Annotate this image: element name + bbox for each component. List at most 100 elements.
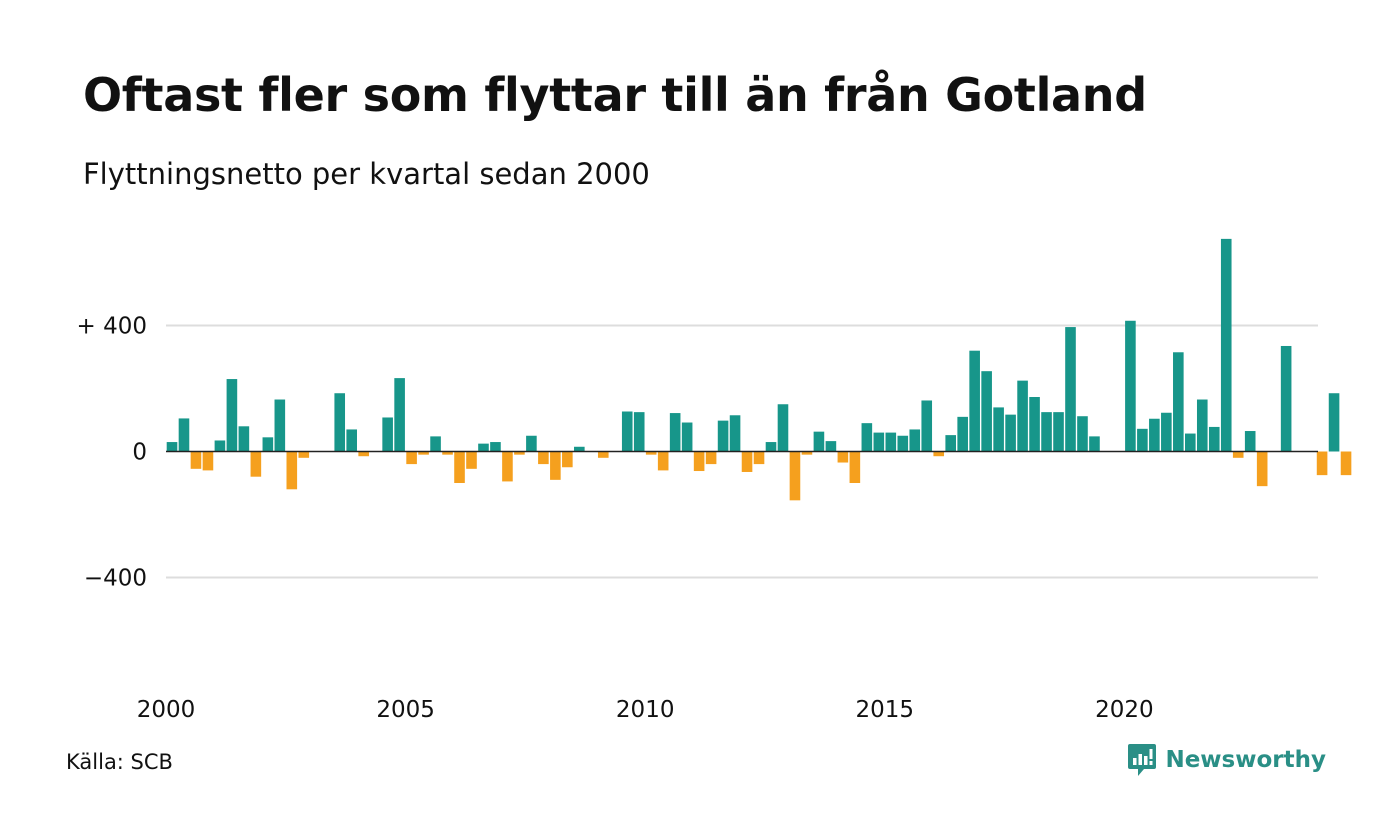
bar-46 (717, 420, 729, 452)
bar-85 (1185, 433, 1196, 452)
bar-1 (178, 418, 190, 452)
x-tick-label-4: 2020 (1095, 697, 1154, 723)
x-tick-label-3: 2015 (856, 697, 915, 723)
x-tick-label-2: 2010 (616, 697, 675, 723)
bar-52 (789, 451, 801, 501)
bar-89 (1232, 451, 1244, 458)
bar-chart: + 400 0 −400 2000 2005 2010 2015 2020 (77, 238, 1352, 723)
bar-43 (681, 422, 693, 452)
x-tick-label-0: 2000 (137, 697, 196, 723)
bar-48 (741, 451, 753, 472)
source-note: Källa: SCB (66, 750, 173, 774)
bar-64 (933, 451, 945, 457)
bar-83 (1161, 412, 1172, 452)
bar-96 (1316, 451, 1328, 476)
bar-10 (286, 451, 298, 490)
bar-53 (801, 451, 813, 455)
bar-38 (621, 411, 633, 452)
bar-75 (1065, 327, 1076, 452)
bar-91 (1256, 451, 1268, 487)
bar-29 (514, 451, 525, 455)
bar-9 (274, 399, 286, 452)
bar-70 (1005, 414, 1016, 452)
newsworthy-logo-icon (1128, 744, 1157, 776)
bar-90 (1244, 431, 1256, 452)
bar-97 (1328, 393, 1340, 452)
bar-58 (861, 423, 873, 452)
bar-82 (1149, 418, 1160, 452)
bar-32 (550, 451, 561, 480)
bar-50 (765, 442, 777, 452)
bar-18 (382, 417, 393, 452)
bar-42 (669, 413, 681, 452)
x-tick-label-1: 2005 (376, 697, 435, 723)
bar-2 (190, 451, 202, 469)
bar-8 (262, 437, 274, 452)
bar-67 (969, 350, 980, 452)
bar-11 (298, 451, 310, 458)
bar-21 (418, 451, 429, 455)
bar-30 (526, 435, 537, 452)
bar-24 (454, 451, 465, 483)
bar-39 (633, 412, 645, 452)
bar-3 (202, 451, 214, 471)
bar-76 (1077, 416, 1088, 452)
bar-81 (1137, 428, 1148, 452)
bar-93 (1280, 345, 1292, 452)
bar-26 (478, 443, 489, 452)
bar-47 (729, 415, 741, 452)
bar-74 (1053, 412, 1064, 452)
bar-54 (813, 431, 825, 452)
bar-25 (466, 451, 477, 469)
bar-7 (250, 451, 262, 477)
bar-28 (502, 451, 513, 482)
bar-86 (1196, 399, 1208, 452)
bar-4 (214, 440, 226, 452)
bar-68 (981, 371, 992, 452)
bar-14 (334, 393, 346, 452)
chart-subtitle: Flyttningsnetto per kvartal sedan 2000 (83, 157, 650, 191)
bar-55 (825, 441, 837, 452)
bar-36 (597, 451, 609, 458)
bar-23 (442, 451, 453, 455)
bar-73 (1041, 412, 1052, 452)
bar-59 (873, 432, 885, 452)
bar-57 (849, 451, 861, 483)
bar-45 (705, 451, 717, 465)
x-axis-labels: 2000 2005 2010 2015 2020 (137, 697, 1154, 723)
bar-98 (1340, 451, 1352, 476)
bar-44 (693, 451, 705, 472)
bars-layer (166, 238, 1352, 501)
bar-63 (921, 400, 933, 452)
bar-34 (574, 446, 585, 452)
bar-41 (657, 451, 669, 471)
bar-77 (1089, 436, 1100, 452)
bar-51 (777, 404, 789, 452)
bar-71 (1017, 380, 1028, 452)
bar-22 (430, 436, 441, 452)
bar-40 (645, 451, 657, 455)
bar-56 (837, 451, 849, 463)
bar-15 (346, 429, 357, 452)
bar-66 (957, 416, 968, 452)
bar-61 (897, 435, 909, 452)
chart-title: Oftast fler som flyttar till än från Got… (83, 68, 1147, 122)
bar-69 (993, 407, 1004, 452)
bar-65 (945, 435, 956, 452)
y-tick-label-1: 0 (132, 440, 147, 466)
bar-72 (1029, 397, 1040, 452)
bar-0 (166, 442, 178, 452)
bar-80 (1125, 320, 1136, 452)
bar-33 (562, 451, 573, 468)
bar-88 (1220, 238, 1232, 452)
bar-84 (1173, 352, 1184, 452)
bar-27 (490, 442, 501, 452)
bar-20 (406, 451, 417, 465)
bar-31 (538, 451, 549, 465)
y-axis-labels: + 400 0 −400 (77, 314, 147, 592)
bar-16 (358, 451, 369, 457)
bar-49 (753, 451, 765, 465)
bar-19 (394, 378, 405, 452)
bar-60 (885, 432, 897, 452)
bar-6 (238, 426, 250, 452)
